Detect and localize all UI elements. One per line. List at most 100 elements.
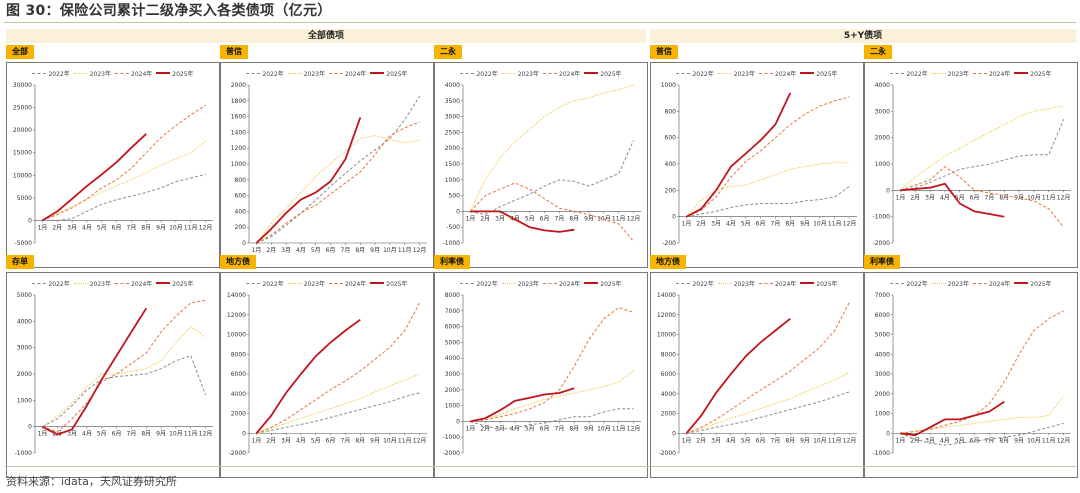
chart-svg: -1000 -500 0 500 1000 1500 2000 2500 3000 3500 400… — [443, 82, 641, 247]
chart-panel: 2022年 2023年 2024年 2025年 -1000 0 1000 2000 3000 40… — [864, 272, 1078, 478]
chart-svg: -5000 0 5000 10000 15000 20000 25000 30000 1月 2月 3… — [13, 82, 213, 247]
chart-panel: 2022年 2023年 2024年 2025年 0 200 400 600 800 1000 120… — [220, 62, 434, 268]
x-tick-label: 3月 — [495, 215, 505, 222]
x-tick-label: 12月 — [843, 437, 857, 444]
y-tick-label: 1000 — [17, 397, 32, 404]
chart-panel: 2022年 2023年 2024年 2025年 -2000 -1000 0 1000 2000 3… — [434, 272, 648, 478]
legend-swatch — [973, 72, 987, 74]
legend-label: 2022年 — [262, 280, 284, 288]
chart-legend: 2022年 2023年 2024年 2025年 — [221, 68, 433, 78]
legend-item: 2024年 — [973, 278, 1010, 288]
series-line-2024 — [256, 121, 420, 244]
chart-legend: 2022年 2023年 2024年 2025年 — [221, 278, 433, 288]
y-tick-label: 0 — [672, 430, 676, 437]
x-tick-label: 6月 — [112, 224, 122, 231]
series-line-2022 — [256, 392, 420, 434]
y-tick-label: 1500 — [445, 161, 460, 168]
chart-panel: 2022年 2023年 2024年 2025年 -2000 0 2000 4000 6000 80… — [650, 272, 864, 478]
x-tick-label: 11月 — [828, 437, 842, 444]
y-tick-label: 200 — [665, 187, 677, 194]
series-line-2025 — [470, 387, 575, 423]
legend-item: 2022年 — [460, 278, 498, 288]
y-tick-label: 400 — [665, 161, 677, 168]
legend-label: 2025年 — [816, 280, 838, 288]
x-tick-label: 2月 — [480, 425, 490, 432]
series-line-2024 — [900, 166, 1064, 228]
x-tick-label: 9月 — [584, 215, 594, 222]
legend-label: 2025年 — [172, 280, 194, 288]
x-tick-label: 4月 — [510, 425, 520, 432]
legend-swatch — [543, 282, 557, 284]
legend-item: 2023年 — [73, 278, 111, 288]
legend-item: 2025年 — [1014, 278, 1052, 288]
y-tick-label: 3000 — [875, 371, 890, 378]
y-tick-label: 7000 — [875, 292, 890, 299]
y-tick-label: -1000 — [873, 214, 891, 221]
y-tick-label: 3000 — [445, 114, 460, 121]
x-tick-label: 10月 — [169, 431, 183, 438]
legend-item: 2022年 — [246, 278, 284, 288]
y-tick-label: 5000 — [875, 332, 890, 339]
legend-swatch — [501, 72, 516, 74]
x-tick-label: 2月 — [266, 247, 276, 254]
x-tick-label: 3月 — [67, 224, 77, 231]
x-tick-label: 12月 — [199, 431, 213, 438]
x-tick-label: 1月 — [466, 215, 476, 222]
x-tick-label: 8月 — [141, 224, 151, 231]
series-line-2023 — [42, 141, 206, 221]
y-tick-label: 4000 — [875, 351, 890, 358]
y-tick-label: 30000 — [13, 82, 32, 89]
legend-label: 2025年 — [1030, 70, 1052, 78]
legend-swatch — [329, 282, 343, 284]
y-tick-label: -2000 — [873, 240, 891, 247]
legend-item: 2024年 — [329, 68, 366, 78]
series-line-2022 — [686, 185, 850, 218]
y-tick-label: 800 — [665, 108, 677, 115]
series-line-2024 — [686, 301, 851, 434]
series-line-2022 — [900, 119, 1065, 191]
y-tick-label: 1000 — [231, 161, 246, 168]
legend-item: 2024年 — [759, 68, 796, 78]
legend-item: 2025年 — [584, 278, 622, 288]
x-tick-label: 11月 — [1042, 437, 1056, 444]
chart-svg: -2000 -1000 0 1000 2000 3000 4000 1月 2月 3月 4月 5月 6月 7… — [873, 82, 1071, 247]
legend-item: 2023年 — [73, 68, 111, 78]
x-tick-label: 12月 — [199, 224, 213, 231]
y-tick-label: 5000 — [445, 339, 460, 346]
x-tick-label: 6月 — [756, 437, 766, 444]
x-tick-label: 7月 — [985, 437, 995, 444]
y-tick-label: 0 — [886, 430, 890, 437]
series-line-2024 — [470, 307, 634, 422]
legend-swatch — [246, 282, 261, 284]
y-tick-label: 1400 — [231, 129, 246, 136]
x-tick-label: 4月 — [940, 194, 950, 201]
x-tick-label: 2月 — [910, 437, 920, 444]
legend-item: 2024年 — [329, 278, 366, 288]
y-tick-label: 2000 — [661, 411, 676, 418]
x-tick-label: 1月 — [252, 437, 262, 444]
y-tick-label: 2000 — [445, 145, 460, 152]
legend-swatch — [931, 282, 946, 284]
y-tick-label: 800 — [235, 177, 247, 184]
y-tick-label: 7000 — [445, 308, 460, 315]
legend-label: 2024年 — [989, 280, 1011, 288]
x-tick-label: 7月 — [341, 437, 351, 444]
x-tick-label: 11月 — [1042, 194, 1056, 201]
series-line-2024 — [256, 302, 421, 434]
y-tick-label: 2000 — [231, 82, 246, 89]
legend-swatch — [800, 282, 815, 284]
series-line-2024 — [42, 299, 206, 433]
x-tick-label: 7月 — [771, 437, 781, 444]
x-tick-label: 2月 — [480, 215, 490, 222]
chart-legend: 2022年 2023年 2024年 2025年 — [865, 68, 1077, 78]
legend-swatch — [1014, 282, 1029, 284]
x-tick-label: 6月 — [112, 431, 122, 438]
x-tick-label: 5月 — [741, 221, 751, 228]
x-tick-label: 7月 — [555, 215, 565, 222]
y-tick-label: 2000 — [445, 387, 460, 394]
chart-panel: 2022年 2023年 2024年 2025年 -2000 -1000 0 1000 2000 3… — [864, 62, 1078, 268]
legend-label: 2022年 — [476, 70, 498, 78]
figure-title: 图 30：保险公司累计二级净买入各类债项（亿元） — [6, 3, 332, 19]
x-tick-label: 3月 — [281, 247, 291, 254]
